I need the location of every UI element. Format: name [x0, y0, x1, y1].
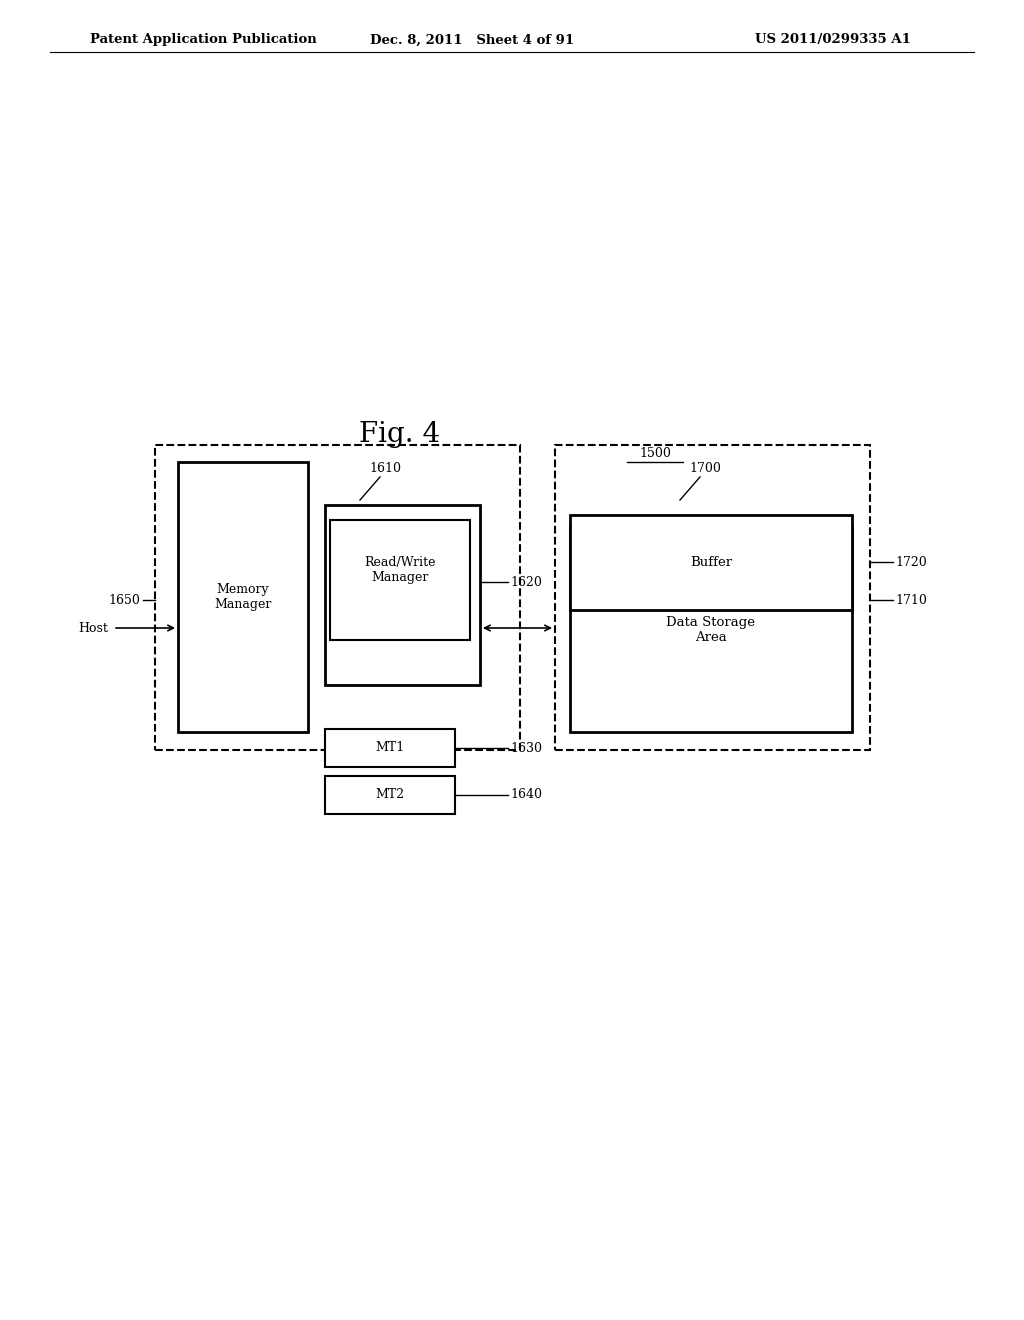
Text: US 2011/0299335 A1: US 2011/0299335 A1: [755, 33, 911, 46]
Text: 1710: 1710: [895, 594, 927, 606]
Text: Buffer: Buffer: [690, 556, 732, 569]
Bar: [555, 445, 870, 750]
Text: 1720: 1720: [895, 556, 927, 569]
Bar: [325, 776, 455, 814]
Text: 1610: 1610: [369, 462, 401, 475]
Text: Read/Write
Manager: Read/Write Manager: [365, 556, 436, 583]
Text: 1620: 1620: [510, 576, 542, 589]
Text: 1500: 1500: [639, 447, 671, 459]
Bar: [570, 515, 852, 610]
Text: Fig. 4: Fig. 4: [359, 421, 440, 449]
Text: Data Storage
Area: Data Storage Area: [667, 615, 756, 644]
Text: 1650: 1650: [109, 594, 140, 606]
Bar: [330, 520, 470, 640]
Text: MT1: MT1: [376, 742, 404, 755]
Text: MT2: MT2: [376, 788, 404, 801]
Bar: [570, 527, 852, 733]
Text: Host: Host: [78, 622, 108, 635]
Text: 1700: 1700: [689, 462, 721, 475]
Bar: [325, 729, 455, 767]
Bar: [155, 445, 520, 750]
Text: Dec. 8, 2011   Sheet 4 of 91: Dec. 8, 2011 Sheet 4 of 91: [370, 33, 574, 46]
Text: 1640: 1640: [510, 788, 542, 801]
Text: Patent Application Publication: Patent Application Publication: [90, 33, 316, 46]
Text: Memory
Manager: Memory Manager: [214, 583, 271, 611]
Bar: [178, 462, 308, 733]
Text: 1630: 1630: [510, 742, 542, 755]
Bar: [325, 506, 480, 685]
